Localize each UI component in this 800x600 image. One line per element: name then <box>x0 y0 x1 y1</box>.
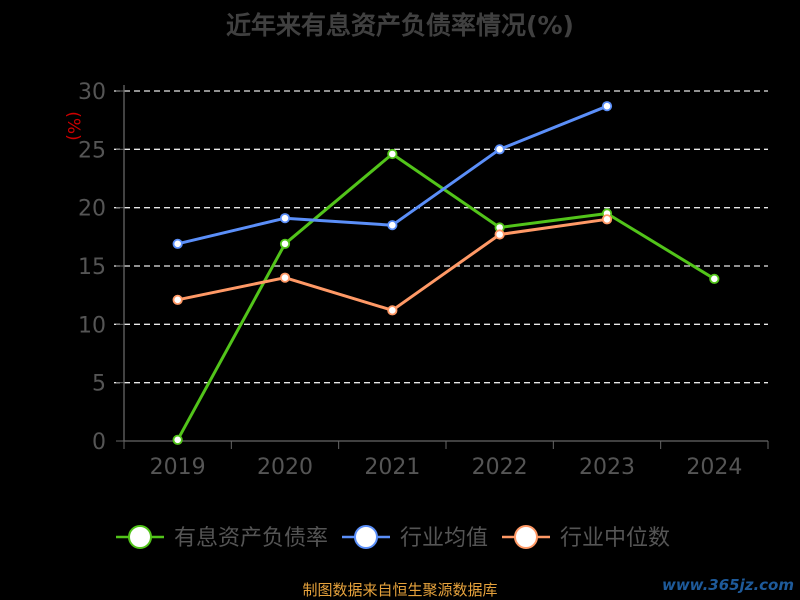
series-line-1 <box>176 152 716 441</box>
data-point <box>601 214 613 225</box>
data-point <box>387 220 398 231</box>
data-point <box>601 101 613 112</box>
legend-label: 行业均值 <box>400 526 488 551</box>
chart-title: 近年来有息资产负债率情况(%) <box>226 11 574 40</box>
legend-item: 行业均值 <box>342 525 488 551</box>
data-point <box>494 229 505 240</box>
data-point <box>279 238 291 249</box>
y-tick-label: 0 <box>92 430 106 455</box>
data-point <box>279 213 291 224</box>
watermark: www.365jz.com <box>661 576 794 594</box>
x-tick-label: 2021 <box>364 455 420 480</box>
x-tick-label: 2022 <box>472 455 528 480</box>
legend-label: 有息资产负债率 <box>174 526 328 551</box>
y-tick-label: 5 <box>92 372 106 397</box>
legend-label: 行业中位数 <box>560 526 670 551</box>
legend-marker <box>128 525 152 549</box>
y-tick-label: 30 <box>78 80 106 105</box>
data-point <box>172 294 183 305</box>
legend-item: 有息资产负债率 <box>116 525 328 551</box>
y-tick-label: 15 <box>78 255 106 280</box>
legend-item: 行业中位数 <box>502 525 670 551</box>
x-tick-label: 2023 <box>579 455 635 480</box>
x-tick-label: 2019 <box>150 455 206 480</box>
data-point <box>172 238 183 249</box>
y-axis-label: (%) <box>63 111 83 140</box>
data-point <box>709 273 720 284</box>
data-point <box>279 272 291 283</box>
data-point <box>494 144 505 155</box>
x-tick-label: 2020 <box>257 455 313 480</box>
x-tick-label: 2024 <box>686 455 742 480</box>
legend-marker <box>514 525 538 549</box>
data-point <box>387 148 398 160</box>
data-point <box>387 305 398 316</box>
series-line-3 <box>177 217 608 312</box>
y-tick-label: 10 <box>78 313 106 338</box>
legend-marker <box>354 525 378 549</box>
data-point <box>172 434 183 445</box>
y-tick-label: 20 <box>78 197 106 222</box>
y-tick-label: 25 <box>78 138 106 163</box>
footer-source: 制图数据来自恒生聚源数据库 <box>302 581 498 599</box>
